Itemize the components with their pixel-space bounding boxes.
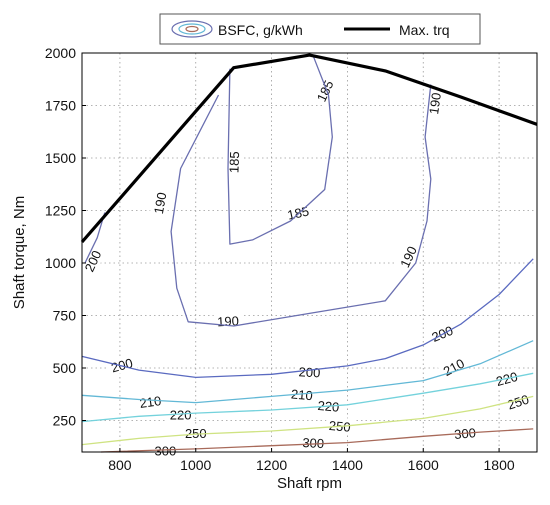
svg-text:210: 210 <box>139 393 163 411</box>
contour-label-200: 200 <box>106 353 138 377</box>
contour-line-190 <box>170 84 432 327</box>
contour-line-220 <box>81 372 534 423</box>
y-tick-label: 250 <box>53 413 77 429</box>
x-tick-label: 1200 <box>256 457 287 473</box>
y-tick-label: 1500 <box>45 150 76 166</box>
y-tick-label: 1750 <box>45 98 76 114</box>
contour-label-210: 210 <box>135 391 166 412</box>
contour-label-190: 190 <box>213 312 243 330</box>
svg-text:250: 250 <box>506 392 531 413</box>
contour-label-190: 190 <box>149 187 171 219</box>
tick-layer: 800 1000 1200 1400 1600 1800 250 500 750 1000 1250… <box>45 45 515 473</box>
x-axis-title: Shaft rpm <box>277 475 342 492</box>
y-tick-label: 1250 <box>45 203 76 219</box>
y-tick-label: 2000 <box>45 45 76 61</box>
legend-contour-label: BSFC, g/kWh <box>218 22 303 38</box>
x-tick-label: 1400 <box>332 457 363 473</box>
x-tick-label: 1600 <box>408 457 439 473</box>
y-tick-label: 500 <box>53 360 77 376</box>
y-axis-title: Shaft torque, Nm <box>11 196 28 309</box>
x-tick-label: 1800 <box>484 457 515 473</box>
legend: BSFC, g/kWh Max. trq <box>159 13 481 45</box>
svg-text:300: 300 <box>302 435 324 451</box>
plot-frame <box>81 52 538 453</box>
x-tick-label: 800 <box>108 457 132 473</box>
contour-label-300: 300 <box>298 433 328 452</box>
contour-label-300: 300 <box>151 442 180 459</box>
contour-line-200 <box>81 258 534 379</box>
max-torque-layer <box>80 53 538 244</box>
y-tick-label: 1000 <box>45 255 76 271</box>
contour-line-185 <box>227 55 333 245</box>
legend-max-trq-label: Max. trq <box>399 22 450 38</box>
contour-line-250 <box>81 395 534 446</box>
svg-text:190: 190 <box>426 92 444 116</box>
contour-label-185: 185 <box>225 147 243 177</box>
legend-box <box>159 13 481 45</box>
legend-contour-icon <box>171 20 213 38</box>
svg-text:190: 190 <box>217 313 239 329</box>
svg-text:300: 300 <box>155 443 177 458</box>
y-tick-label: 750 <box>53 308 77 324</box>
max-torque-line <box>80 53 538 244</box>
svg-text:190: 190 <box>151 191 170 215</box>
contour-line-210 <box>81 340 534 404</box>
x-tick-label: 1000 <box>180 457 211 473</box>
svg-text:220: 220 <box>170 408 192 423</box>
contour-label-200: 200 <box>295 363 324 381</box>
svg-text:200: 200 <box>298 364 320 380</box>
svg-text:210: 210 <box>290 386 313 403</box>
contour-label-250: 250 <box>502 389 534 414</box>
svg-text:185: 185 <box>226 151 242 173</box>
